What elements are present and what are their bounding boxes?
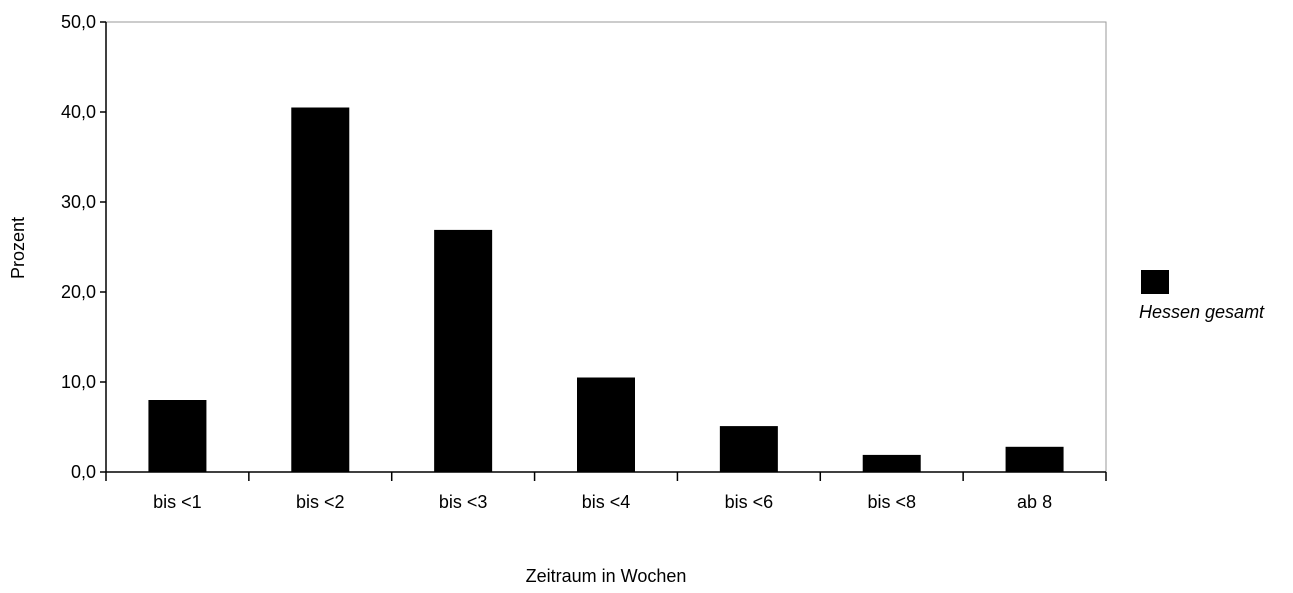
x-axis: bis <1 bis <2 bis <3 bis <4 bis <6 bis <8 ab 8 [105,471,1107,512]
x-tick-label: bis <6 [725,492,774,512]
x-tick-label: bis <2 [296,492,345,512]
y-tick-label: 20,0 [61,282,96,302]
legend-swatch [1141,270,1169,294]
x-axis-title: Zeitraum in Wochen [526,566,687,586]
y-axis: 0,0 10,0 20,0 30,0 40,0 50,0 [61,12,107,482]
y-tick-label: 50,0 [61,12,96,32]
legend-label: Hessen gesamt [1139,302,1265,322]
bars-group [148,107,1064,472]
x-tick-label: bis <1 [153,492,202,512]
bar [434,229,493,472]
legend: Hessen gesamt [1139,270,1265,322]
y-tick-label: 0,0 [71,462,96,482]
y-tick-label: 10,0 [61,372,96,392]
x-tick-label: ab 8 [1017,492,1052,512]
bar [862,454,921,472]
bar [291,107,350,472]
x-tick-label: bis <8 [867,492,916,512]
x-tick-label: bis <3 [439,492,488,512]
x-tick-label: bis <4 [582,492,631,512]
y-tick-label: 30,0 [61,192,96,212]
bar [1005,446,1064,472]
bar [148,400,207,472]
bar [719,426,778,472]
bar [577,377,635,472]
y-axis-title: Prozent [8,217,28,279]
y-tick-label: 40,0 [61,102,96,122]
